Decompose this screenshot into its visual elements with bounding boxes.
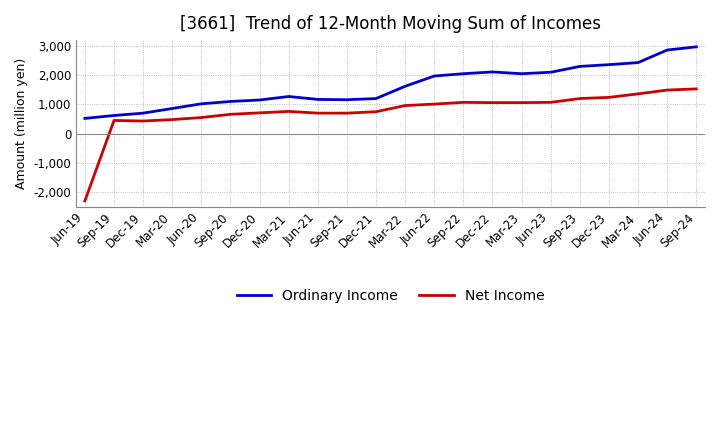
Ordinary Income bbox=[663, 48, 672, 53]
Net Income bbox=[517, 100, 526, 105]
Line: Ordinary Income: Ordinary Income bbox=[85, 47, 696, 118]
Net Income bbox=[226, 112, 235, 117]
Net Income bbox=[401, 103, 410, 108]
Ordinary Income bbox=[459, 71, 468, 77]
Ordinary Income bbox=[372, 96, 380, 101]
Net Income bbox=[430, 102, 438, 107]
Net Income bbox=[605, 95, 613, 100]
Net Income bbox=[284, 109, 293, 114]
Net Income bbox=[256, 110, 264, 116]
Ordinary Income bbox=[546, 70, 555, 75]
Ordinary Income bbox=[313, 97, 322, 102]
Ordinary Income bbox=[81, 116, 89, 121]
Ordinary Income bbox=[139, 110, 148, 116]
Net Income bbox=[546, 100, 555, 105]
Ordinary Income bbox=[605, 62, 613, 67]
Ordinary Income bbox=[430, 73, 438, 79]
Net Income bbox=[168, 117, 176, 122]
Net Income bbox=[575, 96, 584, 101]
Net Income bbox=[343, 110, 351, 116]
Ordinary Income bbox=[109, 113, 118, 118]
Ordinary Income bbox=[488, 70, 497, 75]
Net Income bbox=[372, 109, 380, 114]
Net Income bbox=[81, 198, 89, 203]
Ordinary Income bbox=[575, 64, 584, 69]
Net Income bbox=[197, 115, 206, 120]
Net Income bbox=[139, 118, 148, 124]
Ordinary Income bbox=[168, 106, 176, 111]
Ordinary Income bbox=[517, 71, 526, 77]
Net Income bbox=[313, 110, 322, 116]
Net Income bbox=[109, 118, 118, 123]
Ordinary Income bbox=[197, 101, 206, 106]
Legend: Ordinary Income, Net Income: Ordinary Income, Net Income bbox=[231, 283, 550, 308]
Ordinary Income bbox=[226, 99, 235, 104]
Ordinary Income bbox=[256, 97, 264, 103]
Ordinary Income bbox=[284, 94, 293, 99]
Line: Net Income: Net Income bbox=[85, 89, 696, 201]
Net Income bbox=[634, 91, 642, 96]
Ordinary Income bbox=[343, 97, 351, 103]
Net Income bbox=[488, 100, 497, 105]
Net Income bbox=[459, 100, 468, 105]
Y-axis label: Amount (million yen): Amount (million yen) bbox=[15, 58, 28, 189]
Ordinary Income bbox=[401, 84, 410, 89]
Ordinary Income bbox=[692, 44, 701, 49]
Ordinary Income bbox=[634, 60, 642, 65]
Net Income bbox=[663, 88, 672, 93]
Net Income bbox=[692, 86, 701, 92]
Title: [3661]  Trend of 12-Month Moving Sum of Incomes: [3661] Trend of 12-Month Moving Sum of I… bbox=[180, 15, 601, 33]
